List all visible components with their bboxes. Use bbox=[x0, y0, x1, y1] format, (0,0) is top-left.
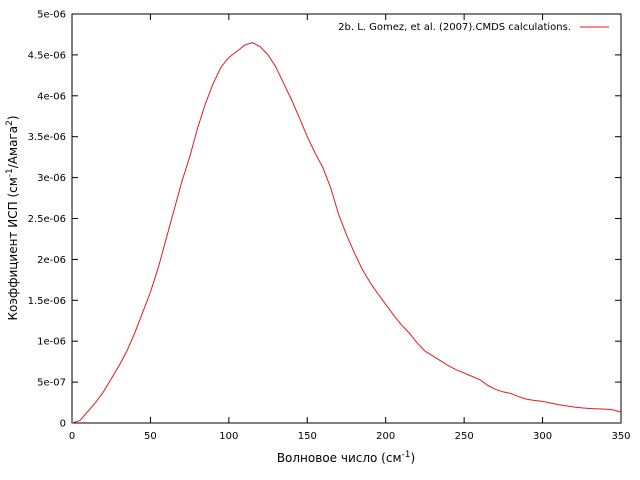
legend-entry-label: 2b. L. Gomez, et al. (2007).CMDS calcula… bbox=[338, 22, 571, 33]
x-tick-label: 350 bbox=[611, 431, 630, 442]
y-axis-label-superscript-2: 2 bbox=[5, 120, 15, 126]
x-tick-label: 0 bbox=[69, 431, 75, 442]
series-layer bbox=[71, 42, 622, 424]
x-axis-label-main: Волновое число (см bbox=[277, 451, 402, 465]
y-axis-label-mid: /Амага bbox=[6, 126, 20, 168]
y-tick-label: 2.5e-06 bbox=[28, 214, 66, 225]
x-tick-label: 50 bbox=[144, 431, 157, 442]
x-tick-label: 300 bbox=[533, 431, 552, 442]
series-line bbox=[71, 42, 622, 424]
y-axis: 0 5e-07 1e-06 1.5e-06 2e-06 2.5e-06 3e-06 3.5e-… bbox=[28, 10, 621, 430]
x-axis: 0 50 100 150 200 250 300 350 bbox=[69, 14, 631, 442]
x-tick-label: 100 bbox=[219, 431, 238, 442]
legend: 2b. L. Gomez, et al. (2007).CMDS calcula… bbox=[338, 22, 609, 33]
x-axis-label-superscript: -1 bbox=[402, 450, 411, 460]
x-axis-label: Волновое число (см-1) bbox=[277, 450, 415, 465]
y-axis-label-main: Коэффициент ИСП (см bbox=[6, 177, 20, 320]
y-tick-label: 3.5e-06 bbox=[28, 132, 66, 143]
y-tick-label: 1e-06 bbox=[37, 337, 66, 348]
x-tick-label: 150 bbox=[298, 431, 317, 442]
y-axis-label: Коэффициент ИСП (см-1/Амага2) bbox=[5, 115, 20, 320]
y-tick-label: 3e-06 bbox=[37, 173, 66, 184]
plot-area bbox=[71, 13, 622, 424]
y-tick-label: 5e-07 bbox=[37, 378, 66, 389]
y-tick-label: 2e-06 bbox=[37, 255, 66, 266]
y-tick-label: 4.5e-06 bbox=[28, 50, 66, 61]
x-tick-label: 250 bbox=[455, 431, 474, 442]
y-axis-label-superscript-1: -1 bbox=[5, 168, 15, 177]
x-axis-label-tail: ) bbox=[410, 451, 415, 465]
y-tick-label: 0 bbox=[60, 419, 66, 430]
x-tick-label: 200 bbox=[376, 431, 395, 442]
y-tick-label: 1.5e-06 bbox=[28, 296, 66, 307]
y-axis-label-tail: ) bbox=[6, 115, 20, 120]
y-tick-label: 5e-06 bbox=[37, 10, 66, 21]
y-tick-label: 4e-06 bbox=[37, 91, 66, 102]
